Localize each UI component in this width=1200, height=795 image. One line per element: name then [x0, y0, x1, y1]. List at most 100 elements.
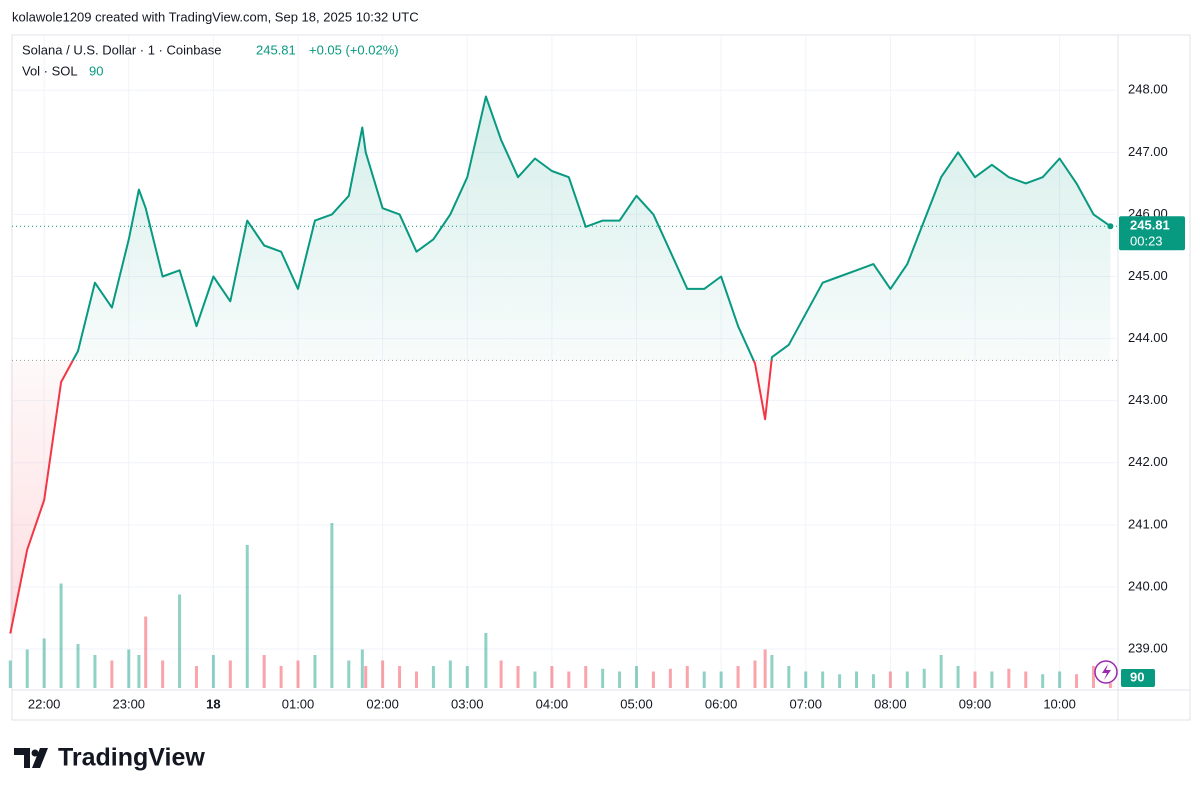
- volume-bar: [42, 638, 46, 688]
- y-tick-label: 245.00: [1128, 268, 1168, 283]
- volume-bar: [360, 649, 364, 688]
- volume-bar: [144, 616, 148, 688]
- volume-bar: [567, 671, 571, 688]
- countdown-label: 00:23: [1130, 234, 1163, 249]
- volume-bar: [364, 666, 368, 688]
- volume-bar: [93, 655, 97, 688]
- volume-bar: [584, 666, 588, 688]
- volume-bar: [956, 666, 960, 688]
- volume-bar: [1091, 666, 1095, 688]
- volume-bar: [550, 666, 554, 688]
- volume-bar: [465, 666, 469, 688]
- x-tick-label: 07:00: [789, 696, 822, 711]
- x-tick-label: 18: [206, 696, 220, 711]
- volume-bar: [533, 671, 537, 688]
- y-tick-label: 241.00: [1128, 516, 1168, 531]
- volume-bar: [330, 523, 334, 688]
- last-price-box: [1119, 216, 1185, 251]
- volume-bar: [178, 594, 182, 688]
- y-tick-label: 247.00: [1128, 144, 1168, 159]
- volume-bar: [110, 660, 114, 688]
- volume-bar: [736, 666, 740, 688]
- volume-bar: [635, 666, 639, 688]
- volume-bar: [838, 674, 842, 688]
- volume-bar: [668, 668, 672, 688]
- x-tick-label: 10:00: [1043, 696, 1076, 711]
- volume-bar: [990, 671, 994, 688]
- volume-bar: [76, 644, 80, 688]
- volume-bar: [787, 666, 791, 688]
- volume-bar: [888, 671, 892, 688]
- volume-label: 90: [1130, 669, 1144, 684]
- volume-bar: [211, 655, 215, 688]
- volume-bar: [127, 649, 131, 688]
- volume-bar: [1007, 668, 1011, 688]
- x-tick-label: 01:00: [282, 696, 315, 711]
- volume-bar: [821, 671, 825, 688]
- volume-box: [1121, 669, 1155, 687]
- x-tick-label: 05:00: [620, 696, 653, 711]
- frame: [11, 34, 1191, 721]
- volume-bar: [414, 671, 418, 688]
- volume-bar: [719, 671, 723, 688]
- volume-bar: [398, 666, 402, 688]
- y-tick-label: 248.00: [1128, 82, 1168, 97]
- volume-bar: [279, 666, 283, 688]
- volume-bar: [161, 660, 165, 688]
- x-tick-label: 22:00: [28, 696, 61, 711]
- volume-bar: [1041, 674, 1045, 688]
- credit: kolawole1209 created with TradingView.co…: [12, 9, 419, 24]
- x-tick-label: 08:00: [874, 696, 907, 711]
- volume-bar: [973, 671, 977, 688]
- legend-price: 245.81: [256, 42, 296, 57]
- volume-bar: [347, 660, 351, 688]
- volume-bar: [1075, 674, 1079, 688]
- y-tick-label: 242.00: [1128, 454, 1168, 469]
- x-tick-label: 03:00: [451, 696, 484, 711]
- volume-bar: [1058, 671, 1062, 688]
- y-tick-label: 239.00: [1128, 640, 1168, 655]
- volume-bar: [245, 545, 249, 688]
- volume-bar: [484, 633, 488, 688]
- brand-logo: [14, 748, 48, 768]
- volume-bar: [855, 671, 859, 688]
- symbol-title: Solana / U.S. Dollar · 1 · Coinbase: [22, 42, 221, 57]
- x-tick-label: 02:00: [366, 696, 399, 711]
- x-tick-label: 23:00: [113, 696, 146, 711]
- alert-icon-bolt: [1102, 664, 1111, 680]
- legend-change: +0.05 (+0.02%): [309, 42, 399, 57]
- volume-bar: [296, 660, 300, 688]
- volume-bar: [516, 666, 520, 688]
- volume-bar: [448, 660, 452, 688]
- volume-bar: [763, 649, 767, 688]
- volume-bar: [753, 660, 757, 688]
- baseline-area: [10, 96, 1111, 634]
- y-tick-label: 244.00: [1128, 330, 1168, 345]
- volume-bar: [228, 660, 232, 688]
- volume-bar: [194, 666, 198, 688]
- volume-bar: [770, 655, 774, 688]
- volume-bar: [702, 671, 706, 688]
- volume-bar: [25, 649, 29, 688]
- price-line: [9, 95, 1111, 634]
- brand-logo-dot: [31, 749, 39, 757]
- volume-bar: [313, 655, 317, 688]
- last-price-dot: [1107, 223, 1114, 230]
- x-tick-label: 09:00: [959, 696, 992, 711]
- legend-volume: 90: [89, 63, 103, 78]
- volume-bar: [262, 655, 266, 688]
- x-tick-label: 06:00: [705, 696, 738, 711]
- volume-bar: [1108, 683, 1112, 688]
- volume-title: Vol · SOL: [22, 63, 78, 78]
- volume-bar: [59, 583, 63, 688]
- volume-bar: [1024, 671, 1028, 688]
- volume-bar: [431, 666, 435, 688]
- volume-bar: [381, 660, 385, 688]
- volume-bar: [8, 660, 12, 688]
- y-tick-label: 240.00: [1128, 578, 1168, 593]
- volume-bar: [905, 671, 909, 688]
- last-price-label: 245.81: [1130, 218, 1170, 233]
- volume-bar: [804, 671, 808, 688]
- volume-bar: [601, 668, 605, 688]
